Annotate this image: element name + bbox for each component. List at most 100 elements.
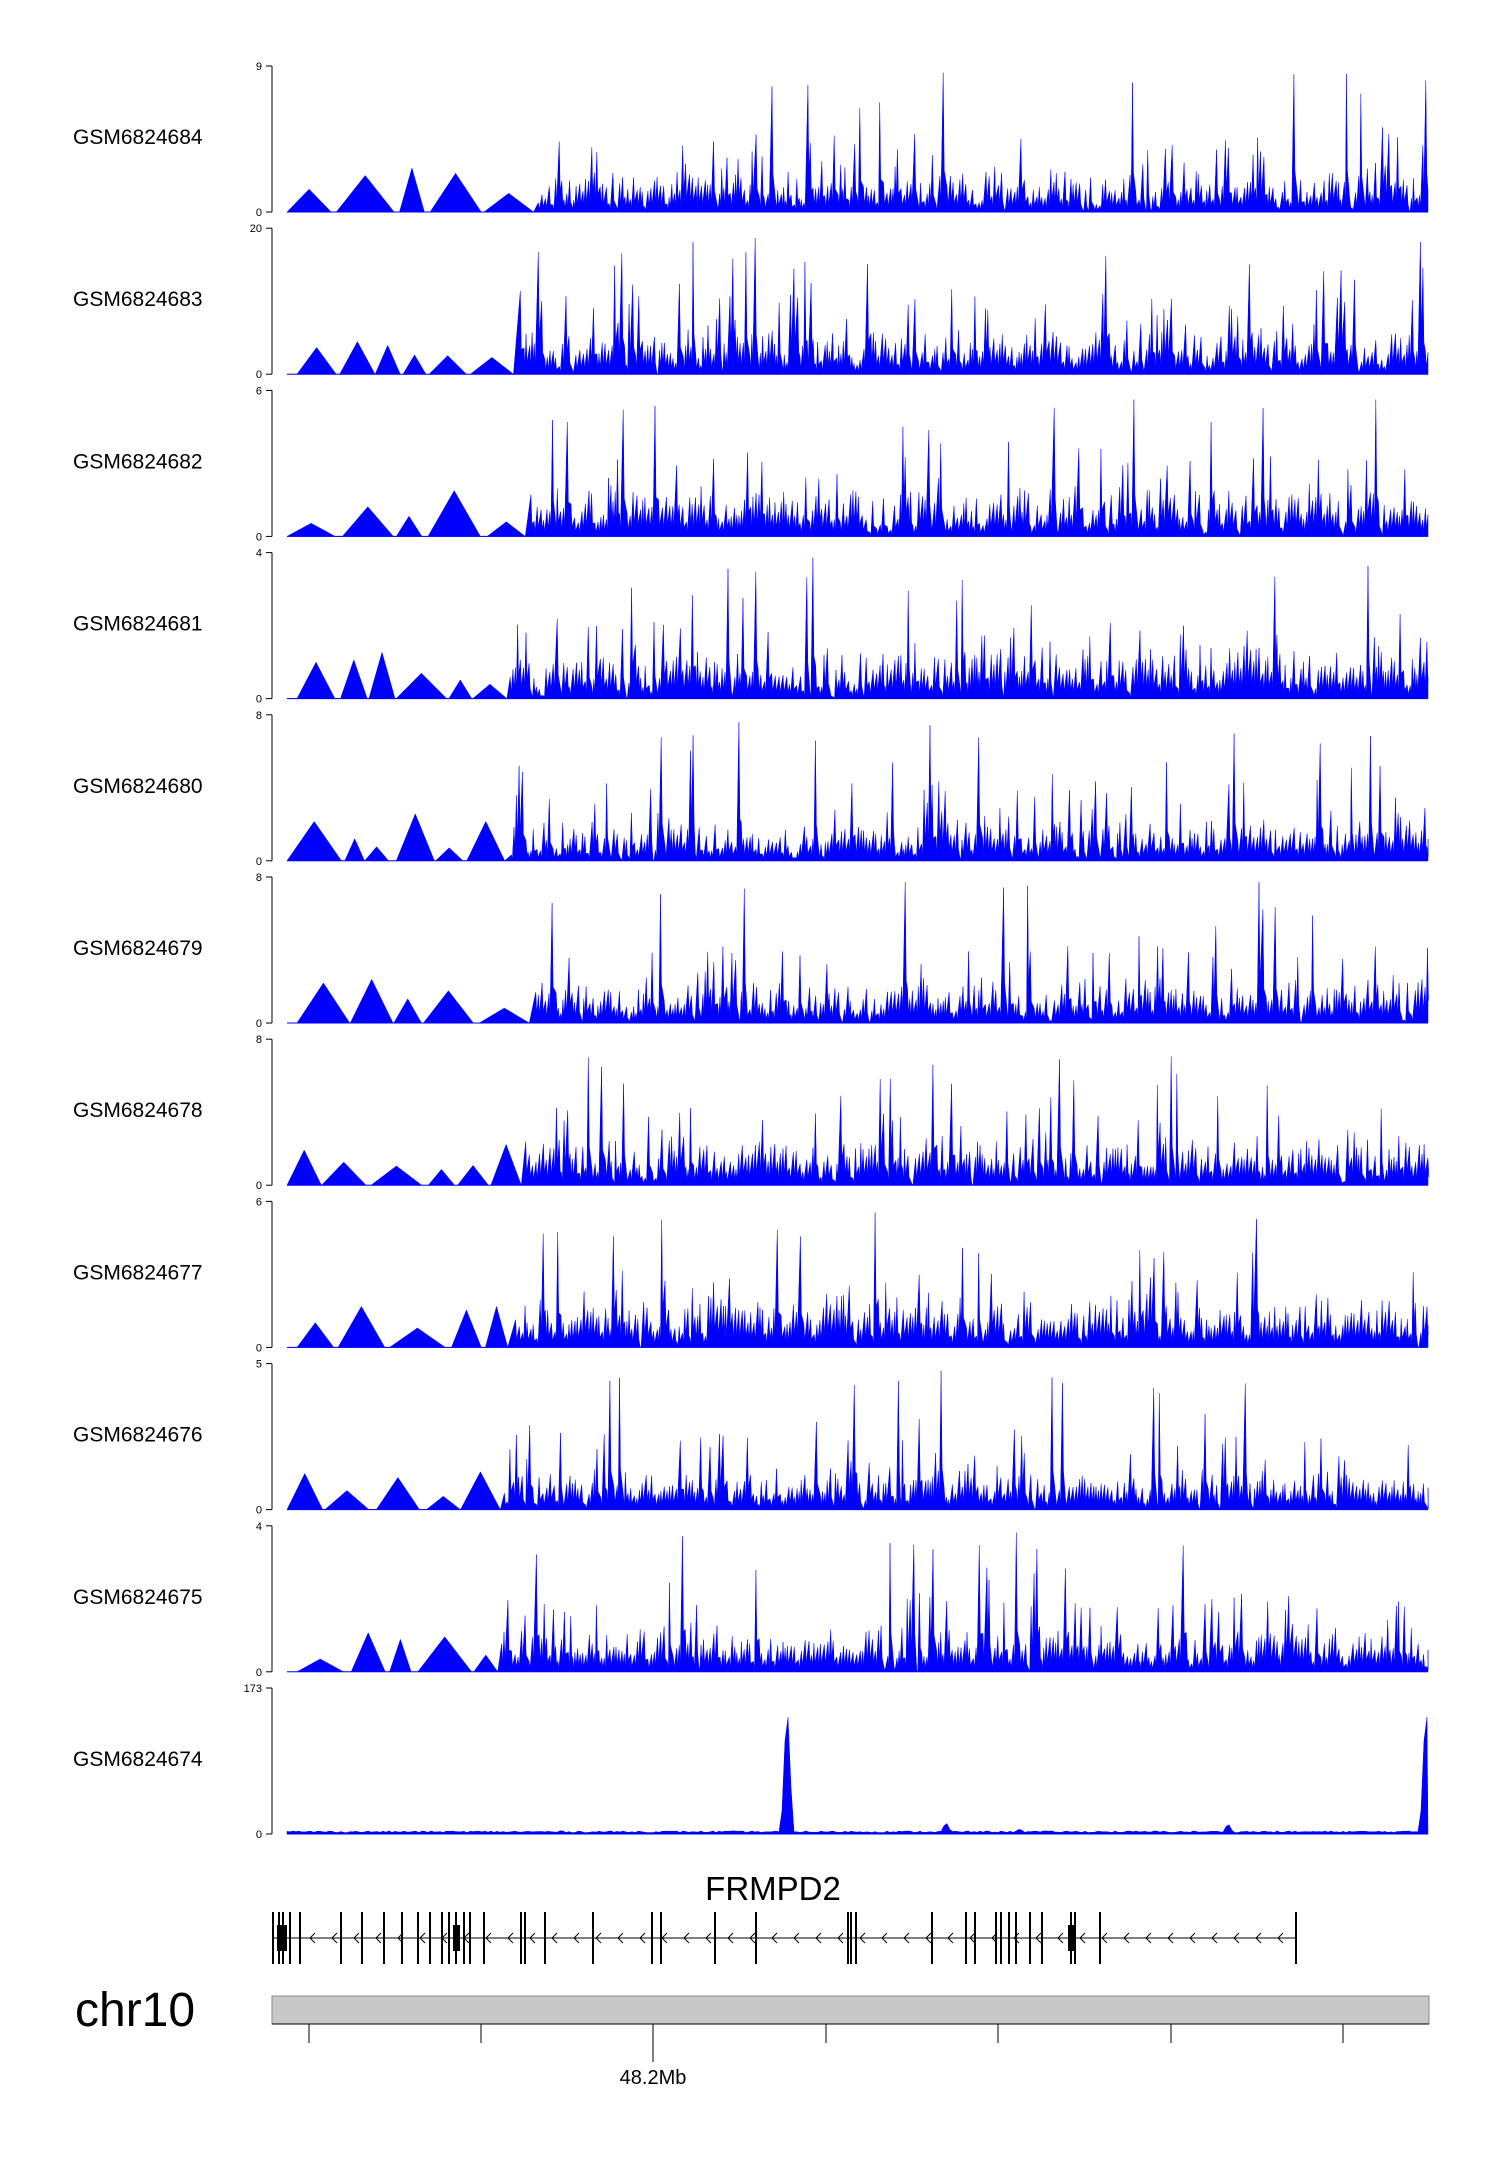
- strand-arrow: [661, 1932, 668, 1944]
- track-GSM6824675: GSM6824675 4 0: [73, 1521, 1429, 1679]
- strand-arrow: [331, 1932, 338, 1944]
- exon-block: [277, 1925, 287, 1951]
- strand-arrow: [573, 1932, 580, 1944]
- y-tick-label-zero: 0: [256, 1018, 262, 1030]
- y-tick-label-max: 9: [256, 61, 262, 73]
- exon-block: [453, 1925, 460, 1951]
- y-tick-label-zero: 0: [256, 1829, 262, 1841]
- strand-arrow: [771, 1932, 778, 1944]
- strand-arrow: [529, 1932, 536, 1944]
- track-label: GSM6824676: [73, 1424, 203, 1447]
- track-GSM6824681: GSM6824681 4 0: [73, 548, 1429, 706]
- strand-arrow: [1277, 1932, 1284, 1944]
- signal-area: [287, 237, 1429, 375]
- signal-area: [286, 72, 1429, 213]
- signal-area: [287, 1212, 1429, 1349]
- strand-arrow: [705, 1932, 712, 1944]
- strand-arrow: [419, 1932, 426, 1944]
- strand-arrow: [1101, 1932, 1108, 1944]
- strand-arrow: [1189, 1932, 1196, 1944]
- y-tick-label-max: 8: [256, 872, 262, 884]
- strand-arrow: [1079, 1932, 1086, 1944]
- y-tick-label-max: 4: [256, 548, 262, 560]
- strand-arrow: [397, 1932, 404, 1944]
- track-label: GSM6824683: [73, 288, 203, 311]
- strand-arrow: [947, 1932, 954, 1944]
- track-label: GSM6824680: [73, 775, 203, 798]
- y-tick-label-zero: 0: [256, 694, 262, 706]
- chromosome-ideogram: chr10 48.2Mb: [75, 1984, 1430, 2089]
- y-tick-label-max: 6: [256, 1196, 262, 1208]
- signal-area: [287, 557, 1429, 700]
- strand-arrow: [727, 1932, 734, 1944]
- y-tick-label-zero: 0: [256, 1342, 262, 1354]
- strand-arrow: [507, 1932, 514, 1944]
- track-GSM6824679: GSM6824679 8 0: [73, 872, 1429, 1030]
- track-GSM6824676: GSM6824676 5 0: [73, 1359, 1429, 1517]
- strand-arrow: [793, 1932, 800, 1944]
- gene-label: FRMPD2: [705, 1870, 841, 1907]
- strand-arrow: [1255, 1932, 1262, 1944]
- y-tick-label-zero: 0: [256, 1667, 262, 1679]
- track-GSM6824678: GSM6824678 8 0: [73, 1034, 1430, 1192]
- strand-arrow: [551, 1932, 558, 1944]
- strand-arrow: [903, 1932, 910, 1944]
- strand-arrow: [749, 1932, 756, 1944]
- strand-arrow: [441, 1932, 448, 1944]
- strand-arrow: [309, 1932, 316, 1944]
- strand-arrow: [1167, 1932, 1174, 1944]
- track-label: GSM6824674: [73, 1748, 203, 1771]
- strand-arrow: [1035, 1932, 1042, 1944]
- y-tick-label-zero: 0: [256, 1505, 262, 1517]
- track-label: GSM6824675: [73, 1586, 203, 1609]
- strand-arrow: [815, 1932, 822, 1944]
- strand-arrow: [375, 1932, 382, 1944]
- strand-arrow: [463, 1932, 470, 1944]
- y-tick-label-zero: 0: [256, 207, 262, 219]
- strand-arrow: [1145, 1932, 1152, 1944]
- y-tick-label-max: 4: [256, 1521, 262, 1533]
- chromosome-label: chr10: [75, 1984, 195, 2037]
- track-label: GSM6824679: [73, 937, 203, 960]
- y-tick-label-zero: 0: [256, 531, 262, 543]
- strand-arrow: [969, 1932, 976, 1944]
- strand-arrow: [353, 1932, 360, 1944]
- strand-arrow: [881, 1932, 888, 1944]
- signal-area: [286, 722, 1429, 862]
- track-GSM6824677: GSM6824677 6 0: [73, 1196, 1429, 1354]
- track-GSM6824674: GSM6824674 173 0: [73, 1683, 1429, 1841]
- signal-area: [286, 1370, 1429, 1511]
- strand-arrow: [1013, 1932, 1020, 1944]
- signal-area: [286, 1717, 1429, 1835]
- strand-arrow: [683, 1932, 690, 1944]
- gene-model: [272, 1912, 1297, 1964]
- y-tick-label-zero: 0: [256, 856, 262, 868]
- chromosome-bar: [271, 1995, 1430, 2025]
- track-label: GSM6824677: [73, 1261, 203, 1284]
- y-tick-label-max: 5: [256, 1359, 262, 1371]
- coordinate-axis: [272, 2023, 1429, 2062]
- signal-area: [287, 882, 1429, 1024]
- gene-track: FRMPD2: [272, 1870, 1297, 1964]
- track-label: GSM6824682: [73, 450, 203, 473]
- strand-arrow: [485, 1932, 492, 1944]
- y-tick-label-max: 173: [244, 1683, 262, 1695]
- strand-arrow: [1123, 1932, 1130, 1944]
- strand-arrow: [837, 1932, 844, 1944]
- y-tick-label-zero: 0: [256, 369, 262, 381]
- strand-arrow: [595, 1932, 602, 1944]
- strand-arrow: [1057, 1932, 1064, 1944]
- strand-arrow: [859, 1932, 866, 1944]
- track-GSM6824683: GSM6824683 20 0: [73, 223, 1429, 381]
- track-GSM6824684: GSM6824684 9 0: [73, 61, 1429, 219]
- track-GSM6824682: GSM6824682 6 0: [73, 385, 1429, 543]
- y-tick-label-max: 8: [256, 710, 262, 722]
- y-tick-label-max: 6: [256, 385, 262, 397]
- strand-arrow: [1211, 1932, 1218, 1944]
- track-GSM6824680: GSM6824680 8 0: [73, 710, 1429, 868]
- y-tick-label-zero: 0: [256, 1180, 262, 1192]
- track-label: GSM6824678: [73, 1099, 203, 1122]
- coordinate-label: 48.2Mb: [620, 2067, 687, 2089]
- track-label: GSM6824681: [73, 613, 203, 636]
